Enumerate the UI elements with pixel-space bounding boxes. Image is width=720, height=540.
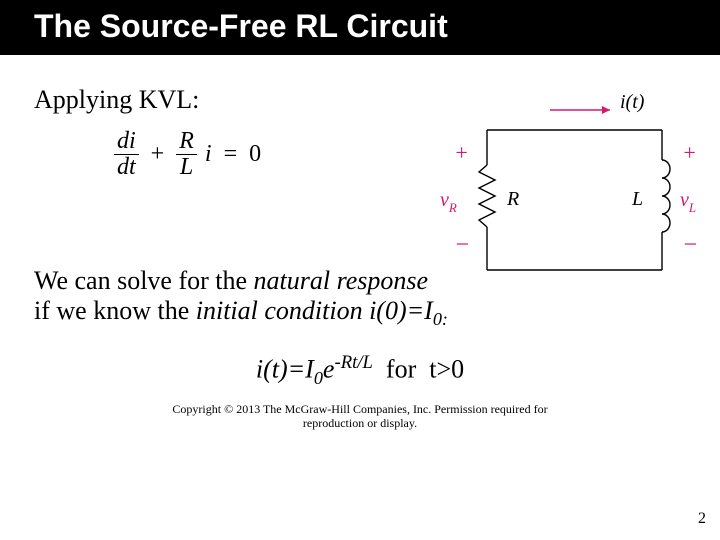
text-run: if we know the [34, 296, 196, 325]
solution-equation: i(t)=I0e-Rt/L for t>0 [34, 352, 686, 389]
italic-initial-condition: initial condition i(0)=I [196, 296, 433, 325]
current-arrow [550, 106, 610, 114]
for-condition: for t>0 [373, 355, 464, 384]
L-label: L [631, 188, 643, 210]
subscript-0: 0 [314, 368, 323, 388]
vR-minus: − [454, 232, 470, 258]
copyright-text: Copyright © 2013 The McGraw-Hill Compani… [34, 403, 686, 431]
italic-natural-response: natural response [254, 266, 429, 295]
frac-numerator: R [176, 129, 197, 155]
variable-i: i [203, 141, 212, 168]
vR-label: vR [440, 189, 457, 215]
slide: The Source-Free RL Circuit Applying KVL:… [0, 0, 720, 540]
frac-denominator: dt [114, 155, 139, 180]
equals-sign: = [218, 141, 244, 168]
R-label: R [506, 188, 519, 210]
circuit-svg: i(t) + vR − [432, 90, 702, 300]
e-base: e [323, 355, 335, 384]
frac-numerator: di [114, 129, 139, 155]
rl-circuit-diagram: i(t) + vR − [432, 90, 702, 305]
zero: 0 [249, 141, 261, 168]
i-of-t-label: i(t) [620, 91, 645, 113]
plus-sign: + [145, 141, 171, 168]
subscript-0: 0: [433, 309, 448, 329]
fraction-R-L: R L [176, 129, 197, 180]
fraction-di-dt: di dt [114, 129, 139, 180]
vL-plus: + [682, 140, 697, 165]
exponent: -Rt/L [334, 352, 372, 373]
text-run: We can solve for the [34, 266, 254, 295]
vR-plus: + [454, 140, 469, 165]
vL-minus: − [682, 232, 698, 258]
solution-lhs: i(t)=I [256, 355, 314, 384]
frac-denominator: L [176, 155, 197, 180]
page-number: 2 [698, 510, 706, 528]
slide-title: The Source-Free RL Circuit [0, 0, 720, 55]
vL-label: vL [680, 189, 696, 215]
